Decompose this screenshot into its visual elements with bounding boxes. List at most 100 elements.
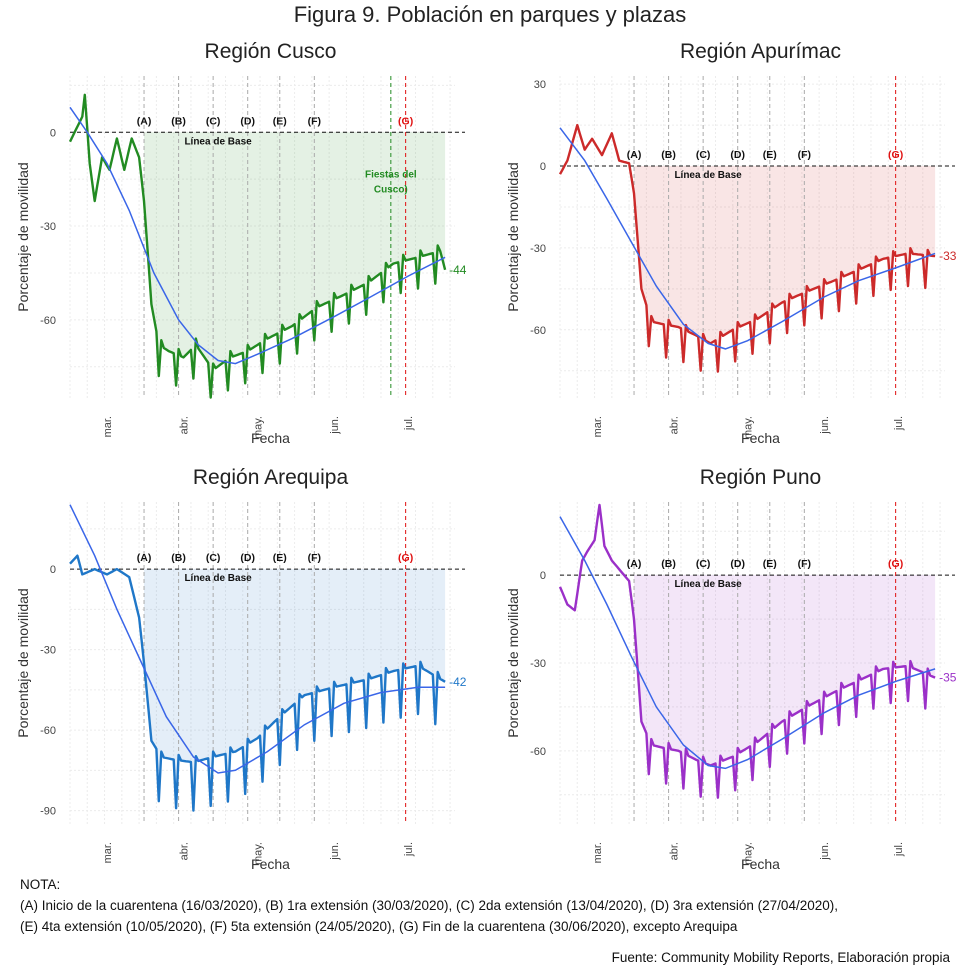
event-label: (D): [730, 558, 745, 570]
x-tick-label: jul.: [893, 416, 905, 431]
event-label: (G): [888, 149, 903, 161]
x-axis-label: Fecha: [251, 430, 290, 446]
x-axis-label: Fecha: [741, 430, 780, 446]
event-label: (C): [206, 552, 221, 564]
y-tick-label: -60: [530, 325, 546, 337]
x-tick-label: jun.: [329, 416, 341, 435]
y-tick-label: 0: [540, 161, 546, 173]
y-tick-label: 30: [534, 79, 546, 91]
y-axis-label: Porcentaje de movilidad: [505, 588, 521, 737]
x-tick-label: mar.: [592, 416, 604, 437]
event-label: (C): [206, 115, 221, 127]
x-tick-label: may.: [743, 842, 755, 865]
event-label: (B): [661, 149, 676, 161]
y-tick-label: -30: [40, 645, 56, 657]
event-label: (B): [171, 115, 186, 127]
event-label: (G): [398, 115, 413, 127]
event-label: (B): [171, 552, 186, 564]
panel-title: Región Cusco: [205, 40, 337, 63]
chart-cusco: Región Cusco 0 -30 -60 mar. abr. may. jun. jul. F…: [15, 40, 467, 446]
y-tick-label: -60: [530, 746, 546, 758]
grid: [559, 76, 945, 398]
y-axis-label: Porcentaje de movilidad: [505, 162, 521, 311]
x-tick-label: may.: [743, 416, 755, 439]
chart-puno: Región Puno 0 -30 -60 mar. abr. may. jun. jul. Fe…: [505, 466, 957, 872]
y-tick-label: -90: [40, 806, 56, 818]
y-tick-label: -60: [40, 315, 56, 327]
event-label: (E): [273, 115, 287, 127]
baseline-label: Línea de Base: [184, 136, 252, 147]
end-value-label: -44: [449, 263, 467, 277]
event-label: (D): [240, 552, 255, 564]
event-label: (F): [798, 558, 811, 570]
chart-apurimac: Región Apurímac 30 0 -30 -60 mar. abr. may. jun.…: [505, 40, 957, 446]
y-axis-label: Porcentaje de movilidad: [15, 162, 31, 311]
x-axis-label: Fecha: [741, 856, 780, 872]
x-tick-label: mar.: [102, 416, 114, 437]
notes-heading: NOTA:: [20, 877, 61, 892]
event-label: (D): [730, 149, 745, 161]
event-label: (C): [696, 558, 711, 570]
mobility-series-line: [69, 554, 446, 812]
y-tick-label: -30: [530, 658, 546, 670]
trend-line: [69, 106, 446, 365]
y-tick-label: -30: [530, 243, 546, 255]
figure-title: Figura 9. Población en parques y plazas: [293, 2, 687, 27]
event-label: (B): [661, 558, 676, 570]
trend-line: [559, 516, 936, 770]
mobility-series-line: [68, 93, 447, 399]
x-tick-label: jul.: [403, 416, 415, 431]
mobility-series-line: [558, 123, 936, 373]
x-tick-label: abr.: [669, 416, 681, 434]
event-label: (F): [308, 552, 321, 564]
mobility-series-line: [558, 503, 936, 799]
shaded-area: [634, 166, 936, 372]
panel-puno: Región Puno 0 -30 -60 mar. abr. may. jun. jul. Fe…: [490, 462, 980, 872]
end-value-label: -42: [449, 675, 467, 689]
event-label: (G): [398, 552, 413, 564]
end-value-label: -35: [939, 671, 957, 685]
y-tick-label: 0: [540, 570, 546, 582]
notes-block: NOTA: (A) Inicio de la cuarentena (16/03…: [20, 874, 838, 937]
panel-title: Región Arequipa: [193, 466, 349, 489]
x-tick-label: abr.: [669, 842, 681, 860]
trend-line: [559, 127, 936, 350]
shaded-area: [144, 132, 446, 398]
panel-title: Región Puno: [700, 466, 821, 489]
event-label: (A): [627, 558, 642, 570]
chart-arequipa: Región Arequipa 0 -30 -60 -90 mar. abr. may. jun…: [15, 466, 467, 872]
panel-apurimac: Región Apurímac 30 0 -30 -60 mar. abr. may. jun.…: [490, 36, 980, 446]
panel-cusco: Región Cusco 0 -30 -60 mar. abr. may. jun. jul. F…: [0, 36, 490, 446]
baseline-label: Línea de Base: [674, 170, 742, 181]
event-label: (F): [308, 115, 321, 127]
x-tick-label: mar.: [102, 842, 114, 863]
event-label: (C): [696, 149, 711, 161]
x-tick-label: jul.: [893, 842, 905, 857]
source-credit: Fuente: Community Mobility Reports, Elab…: [611, 950, 950, 965]
x-tick-label: jun.: [819, 416, 831, 435]
y-tick-label: 0: [50, 127, 56, 139]
baseline-label: Línea de Base: [674, 579, 742, 590]
y-tick-label: 0: [50, 564, 56, 576]
x-tick-label: may.: [253, 842, 265, 865]
shaded-area: [634, 575, 936, 798]
grid: [559, 502, 945, 824]
x-axis-label: Fecha: [251, 856, 290, 872]
shaded-area: [144, 569, 446, 811]
y-tick-label: -30: [40, 221, 56, 233]
x-tick-label: abr.: [179, 416, 191, 434]
event-label: (A): [627, 149, 642, 161]
event-label: (E): [763, 558, 777, 570]
x-tick-label: may.: [253, 416, 265, 439]
fiestas-label-2: Cusco): [374, 184, 408, 195]
y-tick-label: -60: [40, 725, 56, 737]
panel-title: Región Apurímac: [680, 40, 841, 63]
baseline-label: Línea de Base: [184, 573, 252, 584]
x-tick-label: abr.: [179, 842, 191, 860]
event-label: (D): [240, 115, 255, 127]
event-label: (E): [273, 552, 287, 564]
x-tick-label: mar.: [592, 842, 604, 863]
event-label: (A): [137, 115, 152, 127]
event-label: (E): [763, 149, 777, 161]
trend-line: [69, 504, 446, 774]
